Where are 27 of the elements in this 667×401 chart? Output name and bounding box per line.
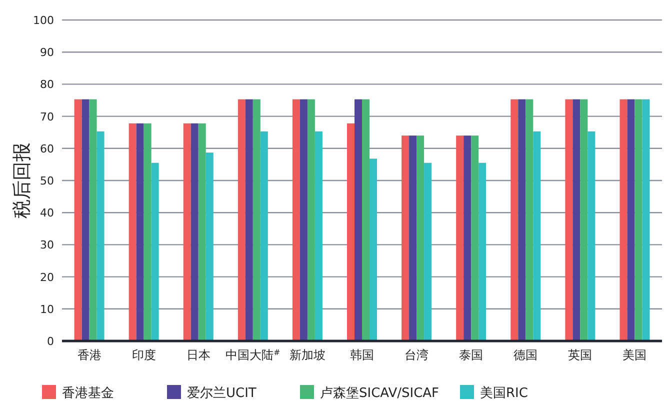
x-tick-label: 香港 — [77, 348, 102, 362]
x-tick-label: 印度 — [132, 348, 156, 362]
y-tick-label: 60 — [40, 142, 54, 156]
y-tick-label: 70 — [40, 110, 54, 124]
legend-label: 美国RIC — [480, 385, 528, 401]
x-tick-label: 台湾 — [404, 348, 429, 362]
x-tick-label: 中国大陆$^{#}$ — [226, 348, 280, 362]
x-tick-label: 新加坡 — [289, 348, 326, 362]
y-tick-label: 30 — [40, 238, 54, 252]
y-tick-label: 100 — [33, 14, 54, 27]
legend-label: 香港基金 — [62, 386, 114, 401]
y-tick-label: 0 — [47, 335, 54, 348]
y-tick-label: 80 — [40, 78, 54, 92]
x-tick-label: 美国 — [622, 348, 647, 362]
y-tick-label: 20 — [40, 270, 54, 284]
x-tick-label: 英国 — [568, 348, 592, 362]
x-tick-label: 日本 — [186, 348, 210, 362]
x-tick-label: 泰国 — [459, 348, 484, 362]
x-tick-label: 韩国 — [350, 348, 374, 362]
x-tick-label: 德国 — [514, 348, 538, 362]
y-tick-label: 90 — [40, 46, 54, 60]
legend-label: 卢森堡SICAV/SICAF — [320, 386, 440, 401]
legend-label: 爱尔兰UCIT — [187, 386, 256, 401]
y-axis-title: 税后回报 — [11, 142, 33, 218]
y-tick-label: 40 — [40, 206, 54, 220]
y-tick-label: 10 — [40, 302, 54, 316]
y-tick-label: 50 — [40, 174, 54, 188]
